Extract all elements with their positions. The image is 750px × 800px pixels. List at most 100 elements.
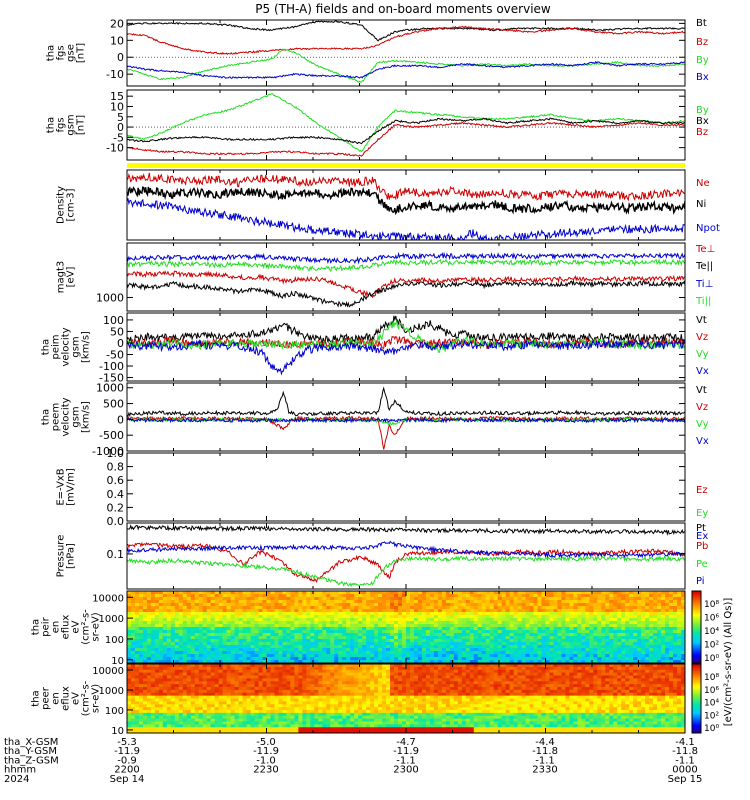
spectrogram-cell [386,639,391,643]
spectrogram-cell [609,606,614,610]
spectrogram-cell [338,627,343,631]
spectrogram-cell [322,618,327,622]
spectrogram-cell [194,704,200,708]
series-line-ti|| [127,258,685,272]
spectrogram-cell [645,633,650,637]
spectrogram-cell [218,718,224,722]
spectrogram-cell [190,639,196,643]
spectrogram-cell [226,675,232,679]
spectrogram-cell [162,707,168,711]
spectrogram-cell [182,672,188,676]
spectrogram-cell [342,621,347,625]
spectrogram-cell [282,594,287,598]
spectrogram-cell [262,624,267,628]
spectrogram-cell [461,636,467,640]
spectrogram-cell [577,633,582,637]
y-tick-label: 100 [105,635,124,646]
spectrogram-cell [210,642,216,646]
spectrogram-cell [246,684,251,688]
spectrogram-cell [274,603,279,607]
spectrogram-cell [138,710,144,714]
spectrogram-cell [346,603,351,607]
spectrogram-cell [398,603,403,607]
spectrogram-cell [429,603,435,607]
spectrogram-cell [234,636,239,640]
spectrogram-cell [437,615,443,619]
spectrogram-cell [162,687,168,691]
spectrogram-cell [238,666,243,671]
spectrogram-cell [142,689,148,694]
spectrogram-cell [198,648,204,652]
spectrogram-cell [258,675,263,679]
spectrogram-cell [386,636,391,640]
y-tick-label: 0 [117,51,124,64]
spectrogram-cell [378,612,383,616]
spectrogram-cell [398,624,403,628]
spectrogram-cell [437,618,443,622]
spectrogram-cell [198,710,204,714]
spectrogram-cell [162,657,168,661]
spectrogram-cell [557,606,562,610]
spectrogram-cell [633,606,638,610]
spectrogram-cell [665,639,670,643]
spectrogram-cell [290,707,295,711]
spectrogram-cell [262,615,267,619]
spectrogram-cell [453,630,459,634]
spectrogram-cell [409,624,415,628]
spectrogram-cell [597,648,602,652]
spectrogram-cell [282,657,287,661]
spectrogram-cell [390,630,395,634]
spectrogram-cell [533,636,538,640]
spectrogram-cell [529,654,534,658]
spectrogram-cell [178,664,184,668]
spectrogram-cell [354,600,359,604]
spectrogram-cell [573,633,578,637]
spectrogram-cell [174,712,180,717]
series-line-by [127,48,685,83]
spectrogram-cell [621,630,626,634]
spectrogram-cell [226,654,232,658]
spectrogram-cell [286,695,291,699]
spectrogram-cell [461,606,467,610]
spectrogram-cell [545,648,550,652]
spectrogram-cell [505,606,511,610]
spectrogram-cell [198,660,204,664]
spectrogram-cell [142,724,148,728]
spectrogram-cell [238,695,243,699]
spectrogram-cell [517,624,522,628]
spectrogram-cell [254,681,259,685]
spectrogram-cell [306,666,311,671]
spectrogram-cell [286,624,291,628]
spectrogram-cell [290,606,295,610]
spectrogram-cell [613,609,618,613]
spectrogram-cell [665,651,670,655]
spectrogram-cell [142,648,148,652]
spectrogram-cell [417,612,423,616]
spectrogram-cell [601,591,606,595]
spectrogram-cell [206,651,212,655]
spectrogram-cell [493,612,499,616]
spectrogram-cell [170,645,176,649]
spectrogram-cell [370,600,375,604]
spectrogram-cell [298,698,303,702]
y-tick-label: 0 [117,121,124,134]
spectrogram-cell [218,651,224,655]
spectrogram-cell [605,615,610,619]
spectrogram-cell [154,594,160,598]
spectrogram-cell [278,724,283,728]
spectrogram-cell [134,715,140,720]
spectrogram-cell [657,624,662,628]
spectrogram-cell [174,707,180,711]
spectrogram-cell [254,624,259,628]
spectrogram-cell [314,672,319,676]
spectrogram-cell [258,618,263,622]
spectrogram-cell [649,603,654,607]
spectrogram-cell [354,591,359,595]
spectrogram-cell [461,660,467,664]
spectrogram-cell [194,695,200,699]
spectrogram-cell [154,654,160,658]
spectrogram-cell [206,645,212,649]
spectrogram-cell [445,594,451,598]
spectrogram-cell [402,657,407,661]
spectrogram-cell [433,645,439,649]
